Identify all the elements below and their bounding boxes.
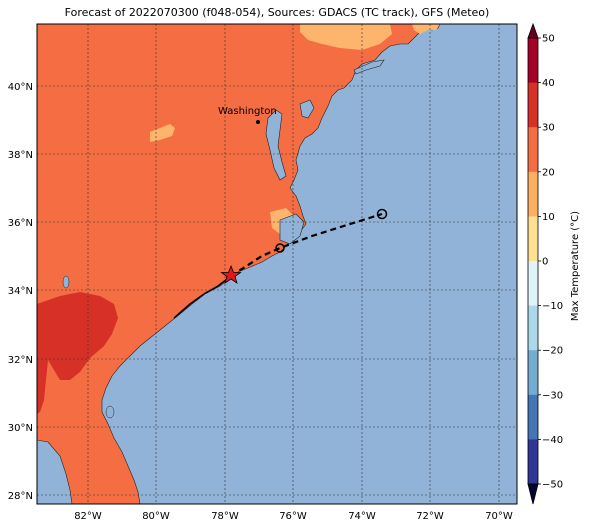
washington-marker — [256, 120, 260, 124]
lat-tick: 34°N — [8, 286, 33, 297]
colorbar-segment — [528, 439, 538, 463]
colorbar-tick-label: −10 — [542, 301, 563, 312]
colorbar-segment — [528, 350, 538, 373]
land-hot-zone-southwest — [37, 292, 118, 414]
colorbar-tick-label: 10 — [542, 212, 555, 223]
colorbar-tick-label: −30 — [542, 390, 563, 401]
city-label-washington: Washington — [218, 106, 277, 117]
lat-tick: 30°N — [8, 423, 33, 434]
colorbar-segment — [528, 60, 538, 84]
lat-tick: 38°N — [8, 150, 33, 161]
colorbar-segment — [528, 127, 538, 150]
gulf-of-mexico — [37, 439, 73, 504]
colorbar-tick-label: −20 — [542, 346, 563, 357]
colorbar-tick-label: 0 — [542, 257, 548, 268]
lake — [62, 275, 70, 289]
colorbar-tick-label: 50 — [542, 34, 555, 45]
colorbar-segment — [528, 194, 538, 217]
lon-tick: 70°W — [485, 511, 513, 522]
colorbar-segment — [528, 38, 538, 61]
land-mass — [37, 24, 441, 504]
colorbar-segment — [528, 238, 538, 262]
colorbar-ticks: 50 40 30 20 10 0 −10 −20 −30 −40 −50 — [538, 34, 563, 491]
colorbar-tick-label: −50 — [542, 480, 563, 491]
lat-tick: 36°N — [8, 218, 33, 229]
colorbar: 50 40 30 20 10 0 −10 −20 −30 −40 −50 Max Temperatu… — [527, 22, 581, 505]
colorbar-tick-label: 20 — [542, 167, 555, 178]
lon-tick: 76°W — [279, 511, 307, 522]
land-cool-zone-north — [300, 24, 392, 50]
colorbar-segment — [528, 216, 538, 240]
long-island-sound — [353, 59, 385, 75]
graticule — [37, 24, 517, 504]
colorbar-label: Max Temperature (°C) — [570, 211, 581, 321]
lat-tick: 32°N — [8, 355, 33, 366]
lat-tick: 28°N — [8, 491, 33, 502]
land-cool-zone-ne — [412, 24, 440, 34]
lon-tick: 80°W — [142, 511, 170, 522]
colorbar-tick-label: −40 — [542, 435, 563, 446]
current-position-star — [220, 264, 242, 284]
map-area: Washington — [37, 24, 517, 504]
forecast-track-line — [230, 212, 383, 277]
colorbar-top-arrow — [527, 22, 539, 39]
chesapeake-bay — [265, 109, 287, 181]
map-title: Forecast of 2022070300 (f048-054), Sourc… — [64, 6, 490, 19]
map-frame — [36, 23, 518, 505]
forecast-position-marker — [275, 243, 285, 253]
lake — [105, 405, 115, 419]
colorbar-segment — [528, 171, 538, 195]
delaware-bay — [299, 99, 315, 119]
colorbar-segment — [528, 305, 538, 329]
colorbar-segment — [528, 104, 538, 128]
longitude-axis: 82°W 80°W 78°W 76°W 74°W 72°W 70°W — [74, 511, 513, 522]
colorbar-segment — [528, 261, 538, 284]
colorbar-segment — [528, 327, 538, 351]
colorbar-bottom-arrow — [527, 483, 539, 505]
colorbar-tick-label: 40 — [542, 78, 555, 89]
pamlico-sound — [279, 213, 305, 245]
colorbar-segment — [528, 149, 538, 173]
lon-tick: 72°W — [416, 511, 444, 522]
lon-tick: 78°W — [211, 511, 239, 522]
colorbar-segments — [528, 38, 538, 485]
observed-track-line — [173, 275, 232, 319]
latitude-axis: 40°N 38°N 36°N 34°N 32°N 30°N 28°N — [8, 82, 33, 502]
colorbar-segment — [528, 82, 538, 106]
colorbar-segment — [528, 372, 538, 396]
colorbar-segment — [528, 283, 538, 307]
colorbar-segment — [528, 461, 538, 485]
colorbar-segment — [528, 394, 538, 418]
forecast-position-marker — [376, 208, 388, 220]
lat-tick: 40°N — [8, 82, 33, 93]
lon-tick: 82°W — [74, 511, 102, 522]
colorbar-segment — [528, 417, 538, 440]
colorbar-tick-label: 30 — [542, 123, 555, 134]
lon-tick: 74°W — [348, 511, 376, 522]
